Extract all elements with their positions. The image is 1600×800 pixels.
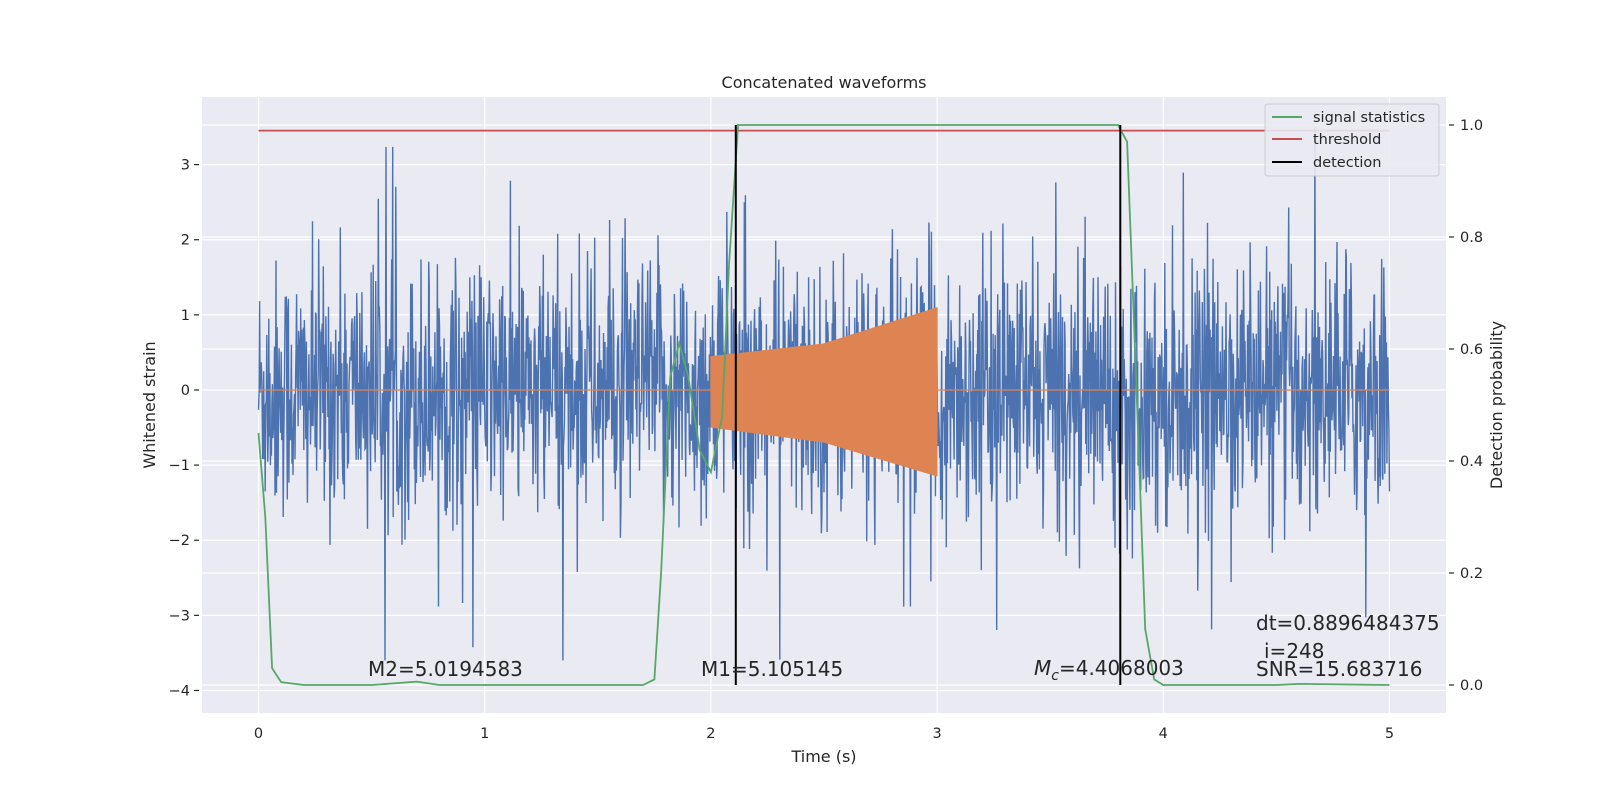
y-tick-label: 0 (181, 383, 190, 399)
legend-label-detection: detection (1313, 155, 1381, 171)
annotation-mc-symbol: M (1034, 656, 1051, 680)
annotation-mc-value: =4.4068003 (1059, 656, 1184, 680)
annotation-mc: Mc=4.4068003 (1034, 656, 1184, 684)
signal-statistics-series-line (257, 124, 1390, 686)
x-tick-label: 1 (480, 726, 489, 742)
y-axis-label: Whitened strain (140, 341, 159, 468)
y2-tick-label: 0.4 (1460, 454, 1483, 470)
x-tick-label: 4 (1159, 726, 1168, 742)
y-tick-label: 1 (181, 308, 190, 324)
y2-axis-label: Detection probability (1487, 321, 1506, 489)
y2-tick-label: 0.6 (1460, 342, 1483, 358)
x-axis-label: Time (s) (790, 747, 856, 766)
x-tick-label: 5 (1385, 726, 1394, 742)
y-tick-label: 2 (181, 233, 190, 249)
y2-tick-label: 0.2 (1460, 566, 1483, 582)
x-tick-label: 2 (706, 726, 715, 742)
y-tick-label: 3 (181, 158, 190, 174)
annotation-snr: SNR=15.683716 (1256, 657, 1422, 681)
x-tick-label: 3 (932, 726, 941, 742)
plot-area (257, 124, 1391, 686)
y2-tick-label: 0.0 (1460, 678, 1483, 694)
injected-signal-series-line (258, 307, 1390, 477)
legend-label-signal-statistics: signal statistics (1313, 110, 1425, 126)
x-tick-label: 0 (254, 726, 263, 742)
annotation-i: i=248 (1264, 639, 1325, 663)
detection-lines (734, 125, 1122, 685)
axis-ticks: 0 1 2 3 4 5 −4 −3 −2 −1 0 1 2 3 0.0 0.2 0.4 0.6 0.8 1.0 (169, 118, 1483, 742)
annotation-mc-subscript: c (1051, 668, 1059, 684)
y-tick-label: −4 (169, 683, 190, 699)
y2-tick-label: 0.8 (1460, 230, 1483, 246)
annotation-dt: dt=0.8896484375 (1256, 611, 1440, 635)
legend-label-threshold: threshold (1313, 132, 1381, 148)
y-tick-label: −1 (169, 458, 190, 474)
legend-box (1264, 103, 1440, 177)
legend: signal statistics threshold detection (1264, 103, 1440, 177)
annotation-m2: M2=5.0194583 (368, 657, 523, 681)
y-tick-label: −2 (169, 533, 190, 549)
y2-tick-label: 1.0 (1460, 118, 1483, 134)
chart-title: Concatenated waveforms (722, 73, 927, 92)
annotation-m1: M1=5.105145 (701, 657, 843, 681)
y-tick-label: −3 (169, 608, 190, 624)
noise-series-line (257, 126, 1391, 661)
